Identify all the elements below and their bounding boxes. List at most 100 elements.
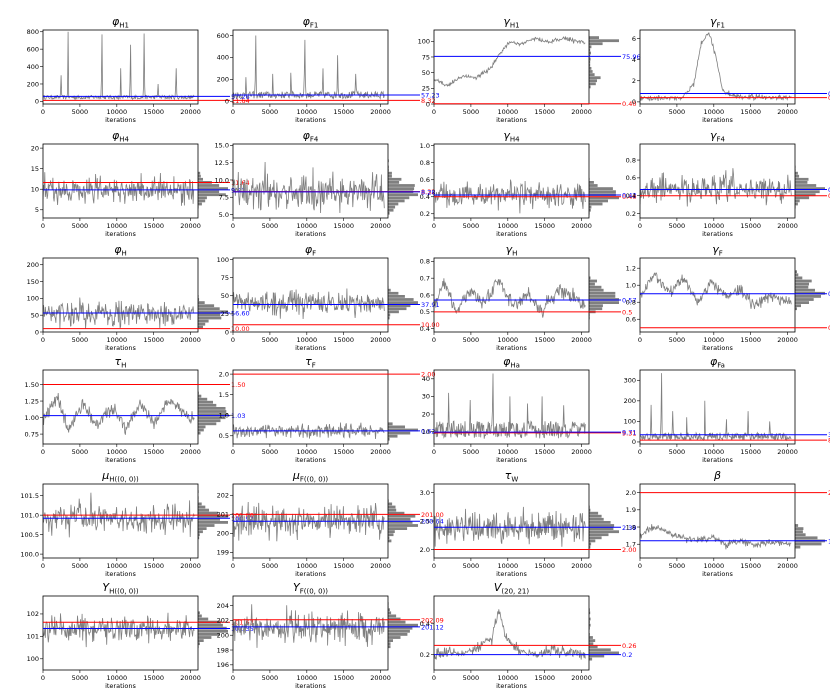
truth-label: 0.5	[828, 324, 830, 332]
y-tick-label: 199	[217, 549, 229, 557]
truth-label: 202.09	[421, 616, 444, 624]
histogram-bar	[388, 620, 406, 624]
x-tick-label: 0	[41, 448, 45, 456]
trace-line	[43, 392, 195, 435]
y-tick-label: 1.00	[25, 414, 39, 422]
x-axis-label: iterations	[295, 682, 326, 690]
histogram-bar	[589, 48, 591, 52]
y-tick-label: 200	[27, 80, 39, 88]
y-tick-label: 0	[35, 328, 39, 336]
histogram-bar	[388, 642, 391, 646]
histogram-bar	[388, 205, 396, 209]
histogram-bar	[388, 316, 390, 320]
x-tick-label: 20000	[571, 222, 592, 230]
y-tick-label: 0.6	[626, 316, 636, 324]
x-tick-label: 15000	[534, 222, 555, 230]
histogram-bar	[589, 79, 597, 83]
histogram-bar	[198, 617, 209, 621]
histogram-bar	[795, 196, 810, 200]
y-tick-label: 100	[217, 256, 229, 264]
histogram-bar	[589, 536, 602, 540]
axes-frame	[639, 143, 796, 219]
histogram-bar	[388, 617, 401, 621]
x-tick-label: 5000	[262, 562, 279, 570]
histogram-bar	[198, 325, 203, 329]
y-tick-label: 0.4	[626, 192, 636, 200]
y-tick-label: 100.0	[20, 550, 39, 558]
histogram-bar	[198, 403, 217, 407]
panel-title: γF4	[710, 129, 726, 144]
y-tick-label: 2.0	[219, 370, 229, 378]
trace-line	[640, 168, 792, 207]
panel-4: 0.400.79 0 5000 10000 15000 20000 iterations 0 2…	[632, 15, 830, 124]
histogram-bar	[589, 654, 605, 658]
x-tick-label: 10000	[106, 674, 127, 682]
truth-label: 0.40	[828, 192, 830, 200]
y-tick-label: 0.5	[420, 308, 430, 316]
y-tick-label: 202	[217, 492, 229, 500]
x-tick-label: 15000	[740, 222, 761, 230]
axes-frame	[232, 29, 389, 105]
y-tick-label: 10.0	[215, 176, 229, 184]
x-tick-label: 15000	[333, 222, 354, 230]
histogram-bar	[388, 645, 391, 649]
x-tick-label: 10000	[497, 108, 518, 116]
histogram-bar	[589, 508, 591, 512]
y-tick-label: 101.5	[20, 492, 39, 500]
truth-label: 0.40	[828, 94, 830, 102]
panel-title: V(20, 21)	[494, 581, 530, 596]
panel-title: φF1	[303, 15, 319, 30]
histogram-bar	[795, 177, 809, 181]
histogram-bar	[589, 307, 603, 311]
histogram-bar	[198, 410, 227, 413]
histogram-bar	[795, 202, 798, 206]
y-tick-label: 201	[217, 511, 229, 519]
histogram-bar	[388, 174, 392, 178]
panel-title: μF((0, 0))	[292, 469, 329, 484]
histogram-bar	[589, 70, 593, 73]
histogram-bar	[589, 73, 595, 76]
histogram-bar	[589, 524, 615, 527]
truth-label: 8.32	[421, 188, 435, 196]
panel-7: 0.400.42 0 5000 10000 15000 20000 iterations 0.…	[420, 129, 637, 238]
histogram-bar	[198, 187, 228, 190]
estimate-label: 56.60	[231, 309, 250, 317]
y-tick-label: 100.5	[20, 531, 39, 539]
histogram-bar	[589, 642, 594, 646]
x-tick-label: 10000	[497, 222, 518, 230]
estimate-label: 200.64	[421, 518, 444, 526]
truth-label: 10.00	[231, 325, 250, 333]
panel-title: φH1	[112, 15, 129, 30]
y-tick-label: 100	[624, 418, 636, 426]
y-tick-label: 0.8	[420, 159, 430, 167]
truth-label: 11.64	[231, 179, 250, 187]
y-tick-label: 20	[31, 144, 39, 152]
x-axis-label: iterations	[295, 344, 326, 352]
x-tick-label: 0	[41, 674, 45, 682]
histogram-bar	[388, 422, 393, 426]
y-tick-label: 600	[27, 45, 39, 53]
y-tick-label: 300	[624, 377, 636, 385]
x-tick-label: 20000	[777, 108, 798, 116]
histogram-bar	[198, 313, 221, 317]
histogram-bar	[388, 171, 392, 175]
x-tick-label: 5000	[262, 108, 279, 116]
histogram-bar	[198, 614, 202, 618]
x-tick-label: 10000	[703, 108, 724, 116]
y-tick-label: 75	[221, 274, 229, 282]
panel-23: 0.260.20 5000 10000 15000 20000iterations0.2…	[420, 581, 637, 690]
x-axis-label: iterations	[105, 682, 136, 690]
x-tick-label: 10000	[106, 108, 127, 116]
x-tick-label: 5000	[72, 562, 89, 570]
trace-line	[434, 609, 586, 660]
panel-title: φHa	[503, 355, 520, 370]
x-tick-label: 5000	[669, 222, 686, 230]
histogram-bar	[589, 187, 613, 190]
x-tick-label: 20000	[571, 674, 592, 682]
x-tick-label: 5000	[669, 108, 686, 116]
y-tick-label: 10	[31, 186, 39, 194]
estimate-label: 0.79	[828, 90, 830, 98]
histogram-bar	[388, 502, 393, 506]
y-tick-label: 0.8	[626, 299, 636, 307]
